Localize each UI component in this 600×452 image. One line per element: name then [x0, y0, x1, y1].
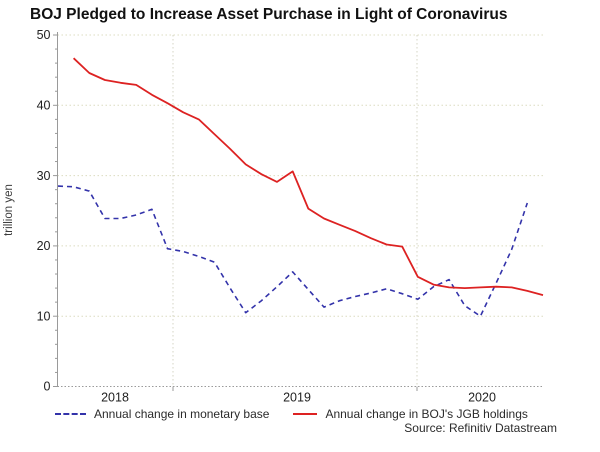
chart-legend: Annual change in monetary base Annual ch…: [55, 407, 528, 421]
legend-label-monetary-base: Annual change in monetary base: [94, 407, 270, 421]
chart-title: BOJ Pledged to Increase Asset Purchase i…: [30, 6, 508, 23]
legend-line-jgb-holdings: [293, 413, 318, 415]
svg-text:0: 0: [44, 380, 51, 394]
legend-line-monetary-base: [55, 413, 86, 415]
svg-text:20: 20: [37, 239, 51, 253]
svg-text:40: 40: [37, 99, 51, 113]
svg-text:2020: 2020: [468, 391, 496, 405]
svg-text:2018: 2018: [101, 391, 129, 405]
svg-text:2019: 2019: [283, 391, 311, 405]
svg-text:50: 50: [37, 28, 51, 42]
svg-text:10: 10: [37, 309, 51, 323]
legend-label-jgb-holdings: Annual change in BOJ's JGB holdings: [325, 407, 528, 421]
svg-text:30: 30: [37, 169, 51, 183]
source-credit: Source: Refinitiv Datastream: [404, 421, 557, 435]
